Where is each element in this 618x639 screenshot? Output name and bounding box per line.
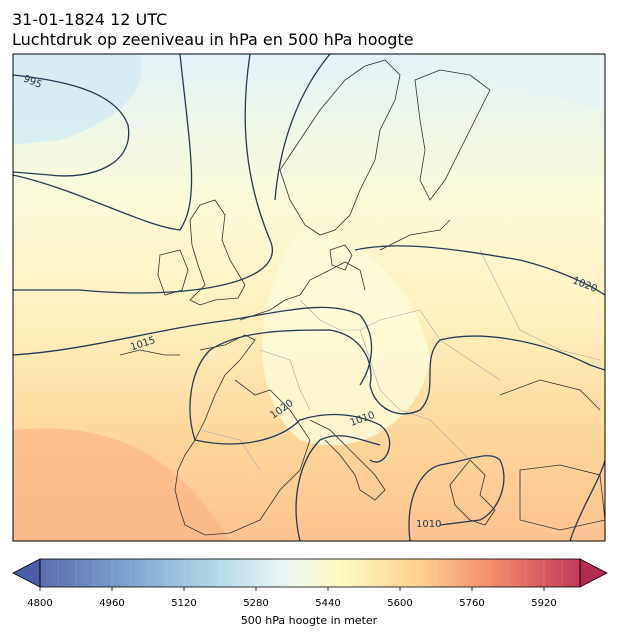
colorbar-steps [57, 559, 563, 587]
colorbar-gradient [40, 559, 580, 587]
isobar-1010-south [408, 455, 505, 541]
north-sea-coast [239, 261, 366, 321]
colorbar-label: 500 hPa hoogte in meter [240, 614, 378, 627]
finland-coast [414, 69, 491, 201]
border-russia [479, 249, 601, 361]
height-band-ne [420, 54, 605, 110]
isobar-1015-south [295, 435, 381, 541]
colorbar-tick-label: 5920 [531, 598, 557, 609]
ireland-coast [157, 249, 189, 296]
colorbar-tickmarks [39, 587, 545, 591]
colorbar-tick-label: 5760 [459, 598, 485, 609]
isobar-1020-south [194, 413, 391, 463]
country-borders [199, 249, 601, 471]
isobar-1020-north [354, 245, 605, 296]
colorbar-tick-label: 5280 [243, 598, 269, 609]
isobar-1015-north [274, 54, 331, 201]
colorbar-tick-label: 4800 [27, 598, 53, 609]
border-east [419, 309, 501, 381]
isobar-995 [13, 74, 130, 177]
border-balkans [429, 419, 471, 461]
black-sea-coast [499, 379, 601, 411]
colorbar-extend-high [579, 558, 608, 588]
colorbar-tick-label: 5120 [171, 598, 197, 609]
coastlines [119, 59, 605, 536]
map-area: 995 1015 1020 1020 1010 1010 [13, 54, 605, 541]
border-north-central [299, 299, 421, 331]
height-band-sw-high [13, 428, 230, 541]
map-title-date: 31-01-1824 12 UTC [12, 10, 168, 29]
turkey-coast [519, 464, 605, 531]
border-france-germany [259, 349, 311, 411]
isobar-1010-east [569, 459, 605, 541]
colorbar [12, 558, 608, 591]
baltic-coast [379, 219, 451, 251]
isobar-1015 [13, 306, 373, 386]
isobar-1020-east [189, 329, 605, 441]
colorbar-tick-label: 5440 [315, 598, 341, 609]
colorbar-tick-label: 5600 [387, 598, 413, 609]
colorbar-tick-label: 4960 [99, 598, 125, 609]
scandinavia-coast [279, 59, 401, 236]
isobar-label: 1010 [416, 519, 441, 530]
isobar-1000 [13, 54, 193, 231]
border-spain [199, 429, 261, 471]
great-britain-coast [189, 199, 246, 306]
denmark-coast [329, 244, 353, 271]
colorbar-outline [39, 558, 581, 588]
western-europe-coast [174, 334, 311, 536]
bay-of-biscay-coast [119, 349, 180, 356]
height-band-central-ridge [262, 230, 430, 446]
map-frame [12, 53, 606, 542]
map-title-description: Luchtdruk op zeeniveau in hPa en 500 hPa… [12, 30, 414, 49]
isobar-1010-north [13, 54, 273, 294]
greece-coast [449, 459, 496, 526]
isobars [13, 54, 605, 541]
height-band-low-nw [13, 54, 142, 145]
italy-coast [309, 419, 386, 501]
colorbar-extend-low [12, 558, 41, 588]
